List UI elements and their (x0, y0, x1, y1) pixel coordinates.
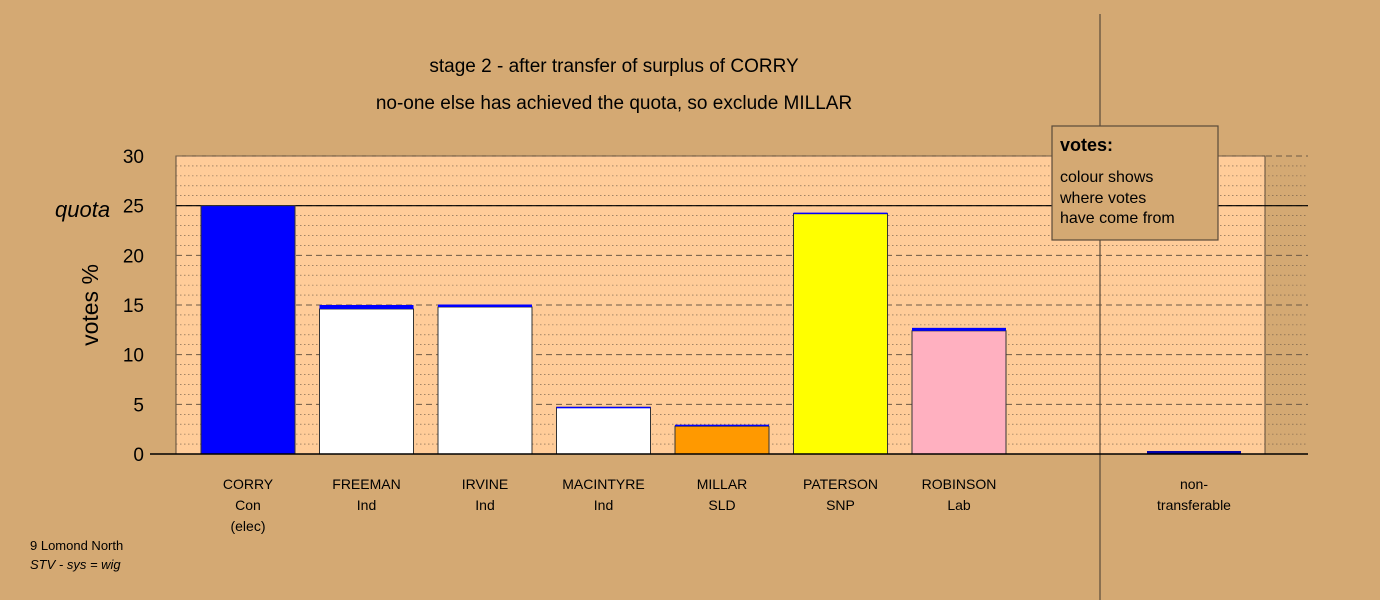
category-label: Ind (357, 497, 376, 513)
category-label: Ind (594, 497, 613, 513)
nontransferable-label: non- (1180, 476, 1208, 492)
legend-box: votes: colour shows where votes have com… (1051, 125, 1219, 241)
footer-system: STV - sys = wig (30, 557, 121, 572)
bar-freeman-transfer (319, 305, 414, 309)
y-tick-label: 10 (123, 346, 144, 367)
bar-irvine-transfer (438, 304, 532, 307)
nontransferable-label: transferable (1157, 497, 1231, 513)
category-labels: CORRY Con (elec) FREEMAN Ind IRVINE Ind MACINTY… (223, 476, 1231, 534)
y-tick-label: 30 (123, 147, 144, 168)
y-tick-label: 20 (123, 246, 144, 267)
bar-paterson-transfer (793, 212, 888, 215)
y-tick-labels: 0 5 10 15 20 25 30 (123, 147, 144, 466)
bar-millar-transfer (675, 424, 769, 427)
legend-line-2: where votes (1059, 190, 1146, 207)
footer-constituency: 9 Lomond North (30, 538, 123, 553)
y-tick-label: 15 (123, 296, 144, 317)
legend-frame (1051, 125, 1219, 241)
bar-nontransferable (1147, 451, 1241, 454)
bar-millar (674, 425, 770, 455)
legend-line-3: have come from (1060, 210, 1175, 227)
category-label: Con (235, 497, 261, 513)
bar-macintyre (556, 406, 651, 455)
category-label: PATERSON (803, 476, 878, 492)
category-label: Ind (475, 497, 494, 513)
bar-irvine (437, 306, 533, 455)
category-label: CORRY (223, 476, 274, 492)
category-label: ROBINSON (922, 476, 997, 492)
legend-line-1: colour shows (1060, 169, 1153, 186)
bar-freeman (319, 308, 414, 455)
y-axis-label: votes % (77, 264, 103, 346)
category-label: SNP (826, 497, 855, 513)
category-label: (elec) (230, 518, 265, 534)
category-label: SLD (708, 497, 735, 513)
bar-macintyre-transfer (556, 406, 651, 409)
bars (200, 205, 1241, 455)
bar-corry (200, 205, 296, 455)
category-label: FREEMAN (332, 476, 400, 492)
legend-heading: votes: (1060, 135, 1113, 155)
y-tick-label: 0 (133, 445, 144, 466)
y-tick-label: 5 (133, 395, 144, 416)
y-tick-label: 25 (123, 197, 144, 218)
category-label: IRVINE (462, 476, 508, 492)
category-label: MACINTYRE (562, 476, 644, 492)
chart-title: stage 2 - after transfer of surplus of C… (429, 56, 799, 77)
chart-subtitle: no-one else has achieved the quota, so e… (376, 93, 852, 114)
quota-label: quota (55, 197, 110, 222)
bar-robinson (911, 330, 1007, 455)
category-label: Lab (947, 497, 971, 513)
bar-paterson (793, 213, 888, 455)
category-label: MILLAR (697, 476, 748, 492)
bar-robinson-transfer (912, 327, 1006, 331)
